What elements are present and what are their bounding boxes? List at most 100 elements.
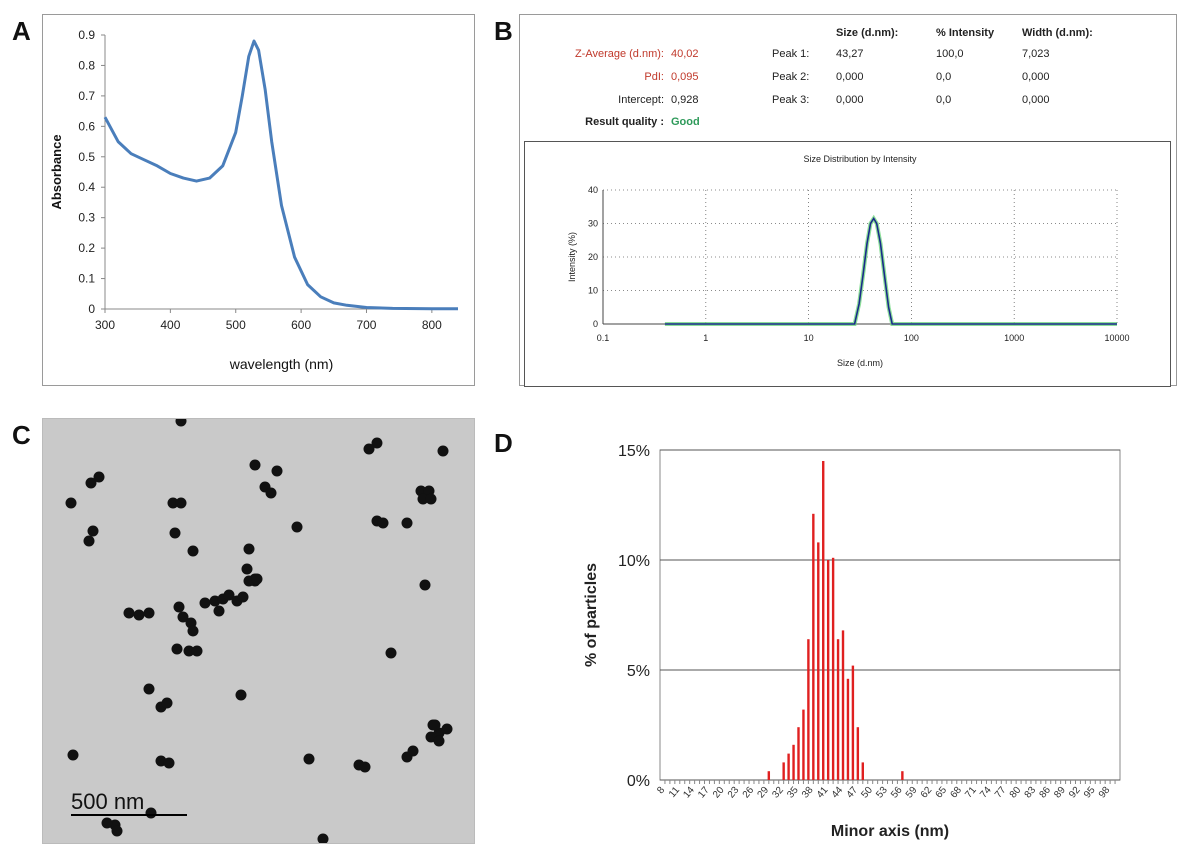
- x-tick-label: 0.1: [597, 333, 610, 343]
- histogram-bar: [797, 727, 800, 780]
- nanoparticle: [317, 833, 329, 845]
- histogram-bar: [861, 762, 864, 780]
- histogram-bar: [812, 513, 815, 780]
- y-tick-label: 5%: [627, 663, 650, 680]
- y-tick-label: 40: [588, 185, 598, 195]
- x-tick-label: 77: [993, 785, 1009, 801]
- absorbance-panel: 0 0.1 0.2 0.3 0.4 0.5 0.6 0.7 0.8 0.9 300 400 500 600…: [42, 14, 475, 386]
- nanoparticle: [223, 589, 235, 601]
- nanoparticle: [251, 573, 263, 585]
- y-tick-label: 10: [588, 286, 598, 296]
- x-tick-label: 98: [1097, 785, 1113, 801]
- nanoparticle: [425, 493, 437, 505]
- nanoparticle: [407, 745, 419, 757]
- nanoparticle: [123, 607, 135, 619]
- y-tick-label: 0.1: [78, 272, 95, 286]
- peak-3-intensity: 0,0: [936, 94, 952, 106]
- peak-3-size: 0,000: [836, 94, 864, 106]
- y-tick-label: 10%: [618, 553, 650, 570]
- x-tick-label: 41: [815, 785, 831, 801]
- histogram-bar: [807, 639, 810, 780]
- nanoparticle: [303, 753, 315, 765]
- nanoparticle: [441, 723, 453, 735]
- nanoparticle: [175, 497, 187, 509]
- x-tick-label: 35: [785, 785, 801, 801]
- histogram-panel: 0% 5% 10% 15% 8 11 14 17 20 23 26 29 32 35 38 41 44 47 50 5…: [570, 440, 1130, 850]
- nanoparticle: [163, 757, 175, 769]
- histogram-bar: [822, 461, 825, 780]
- nanoparticle: [167, 497, 179, 509]
- x-axis-title: Minor axis (nm): [831, 823, 949, 840]
- scale-bar-label: 500 nm: [71, 789, 144, 814]
- x-tick-label: 100: [904, 333, 919, 343]
- plot-title: Size Distribution by Intensity: [803, 154, 917, 164]
- histogram-bar: [841, 630, 845, 780]
- y-tick-label: 0.3: [78, 211, 95, 225]
- x-tick-label: 92: [1067, 785, 1083, 801]
- x-tick-label: 74: [978, 785, 994, 801]
- x-axis-title: Size (d.nm): [837, 358, 883, 368]
- absorbance-series-line: [103, 39, 458, 311]
- nanoparticle: [437, 445, 449, 457]
- nanoparticle: [187, 625, 199, 637]
- nanoparticle: [241, 563, 253, 575]
- y-tick-label: 15%: [618, 443, 650, 460]
- peak-3-label: Peak 3:: [772, 94, 810, 106]
- x-tick-label: 56: [889, 785, 905, 801]
- peak-3-width: 0,000: [1022, 94, 1050, 106]
- nanoparticle: [191, 645, 203, 657]
- histogram-bar: [831, 557, 835, 780]
- x-tick-label: 38: [800, 785, 816, 801]
- nanoparticle: [175, 415, 187, 427]
- x-tick-label: 23: [726, 785, 742, 801]
- nanoparticle: [67, 749, 79, 761]
- y-axis-title: Intensity (%): [567, 232, 577, 282]
- x-tick-label: 32: [770, 785, 786, 801]
- histogram-bar: [792, 744, 795, 780]
- y-tick-label: 0: [593, 319, 598, 329]
- histogram-bar: [826, 560, 830, 780]
- panel-letter-a: A: [12, 16, 31, 46]
- nanoparticle: [429, 719, 441, 731]
- nanoparticle: [143, 683, 155, 695]
- y-tick-label: 0: [88, 302, 95, 316]
- nanoparticle: [183, 645, 195, 657]
- x-tick-label: 10: [804, 333, 814, 343]
- distribution-shadow-line: [664, 214, 1117, 326]
- histogram-bar: [851, 665, 855, 780]
- peak-2-label: Peak 2:: [772, 71, 810, 83]
- x-tick-label: 47: [845, 785, 861, 801]
- intercept-value: 0,928: [671, 94, 699, 106]
- nanoparticle: [161, 697, 173, 709]
- nanoparticle: [249, 459, 261, 471]
- panel-letter-b: B: [494, 16, 513, 46]
- nanoparticle: [85, 477, 97, 489]
- x-tick-label: 29: [756, 785, 772, 801]
- nanoparticle: [363, 443, 375, 455]
- x-tick-label: 8: [655, 785, 667, 797]
- peak-1-size: 43,27: [836, 48, 864, 60]
- z-average-label: Z-Average (d.nm):: [574, 48, 664, 60]
- nanoparticle: [291, 521, 303, 533]
- intercept-label: Intercept:: [618, 94, 664, 106]
- nanoparticle: [235, 689, 247, 701]
- nanoparticle: [359, 761, 371, 773]
- nanoparticle: [133, 609, 145, 621]
- panel-letter-c: C: [12, 420, 31, 450]
- histogram-bar: [782, 762, 785, 780]
- x-tick-label: 44: [830, 785, 846, 801]
- col-size-header: Size (d.nm):: [836, 27, 899, 39]
- x-tick-label: 600: [291, 318, 311, 332]
- result-quality-value: Good: [671, 116, 700, 128]
- y-tick-label: 0%: [627, 773, 650, 790]
- nanoparticle: [213, 605, 225, 617]
- x-tick-label: 86: [1037, 785, 1053, 801]
- nanoparticle: [65, 497, 77, 509]
- pdi-value: 0,095: [671, 71, 699, 83]
- histogram-bar: [817, 542, 820, 780]
- result-quality-label: Result quality :: [585, 116, 664, 128]
- x-tick-label: 20: [711, 785, 727, 801]
- x-tick-label: 62: [919, 785, 935, 801]
- dls-plot-box: Size Distribution by Intensity 0 10 20 30 40 0…: [524, 141, 1171, 387]
- nanoparticle: [243, 543, 255, 555]
